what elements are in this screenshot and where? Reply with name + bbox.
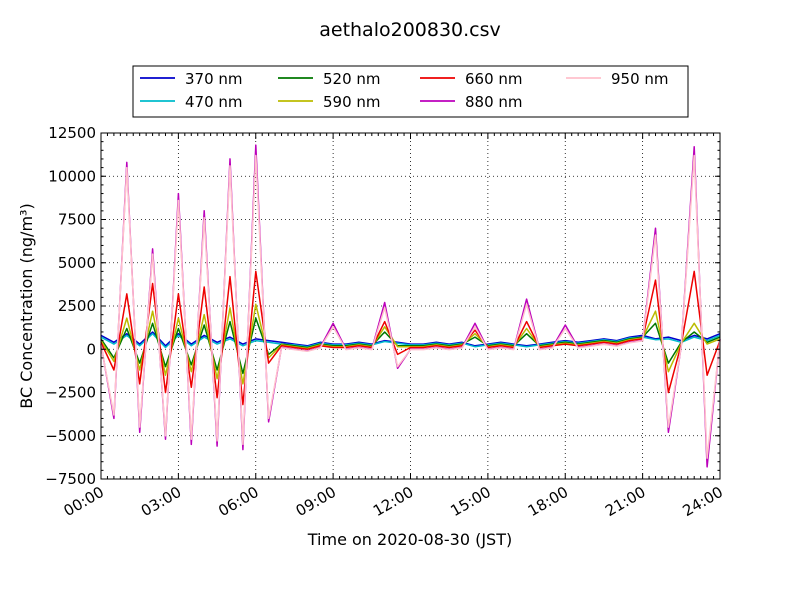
- y-tick-label: 2500: [58, 297, 96, 315]
- x-tick-label: 18:00: [525, 483, 571, 520]
- x-axis-label: Time on 2020-08-30 (JST): [307, 530, 512, 549]
- y-axis-label: BC Concentration (ng/m³): [17, 203, 36, 408]
- legend-label: 660 nm: [465, 70, 523, 88]
- x-tick-label: 12:00: [370, 483, 416, 520]
- legend-box: [132, 65, 689, 118]
- x-tick-label: 21:00: [602, 483, 648, 520]
- series-line-950-nm: [100, 154, 721, 459]
- x-axis: 00:00 03:00 06:00 09:00 12:00 15:00 18:00 21:00…: [61, 133, 726, 520]
- x-tick-label: 00:00: [61, 483, 107, 520]
- grid: [101, 133, 720, 479]
- y-tick-label: −2500: [45, 384, 96, 402]
- y-tick-label: 0: [86, 340, 96, 358]
- y-tick-label: 5000: [58, 254, 96, 272]
- x-tick-label: 03:00: [138, 483, 184, 520]
- y-tick-label: −7500: [45, 470, 96, 488]
- series-line-590-nm: [100, 303, 721, 385]
- x-tick-label: 15:00: [447, 483, 493, 520]
- y-tick-label: 10000: [48, 167, 96, 185]
- y-tick-label: −5000: [45, 427, 96, 445]
- legend-label: 950 nm: [611, 70, 669, 88]
- plot-lines: [100, 144, 721, 468]
- y-tick-label: 12500: [48, 124, 96, 142]
- x-tick-label: 24:00: [680, 483, 726, 520]
- legend-label: 470 nm: [185, 93, 243, 111]
- series-line-520-nm: [100, 317, 721, 375]
- series-line-470-nm: [100, 332, 721, 349]
- x-tick-label: 09:00: [293, 483, 339, 520]
- legend-label: 880 nm: [465, 93, 523, 111]
- legend-label: 590 nm: [323, 93, 381, 111]
- series-line-370-nm: [100, 331, 721, 347]
- series-line-660-nm: [100, 270, 721, 406]
- legend-label: 370 nm: [185, 70, 243, 88]
- legend: 370 nm 470 nm 520 nm 590 nm 660 nm 880 nm 950 …: [132, 65, 689, 118]
- x-tick-label: 06:00: [215, 483, 261, 520]
- legend-label: 520 nm: [323, 70, 381, 88]
- y-tick-label: 7500: [58, 211, 96, 229]
- chart-title: aethalo200830.csv: [319, 19, 501, 41]
- y-axis: 12500 10000 7500 5000 2500 0 −2500 −5000 −7500: [45, 124, 720, 488]
